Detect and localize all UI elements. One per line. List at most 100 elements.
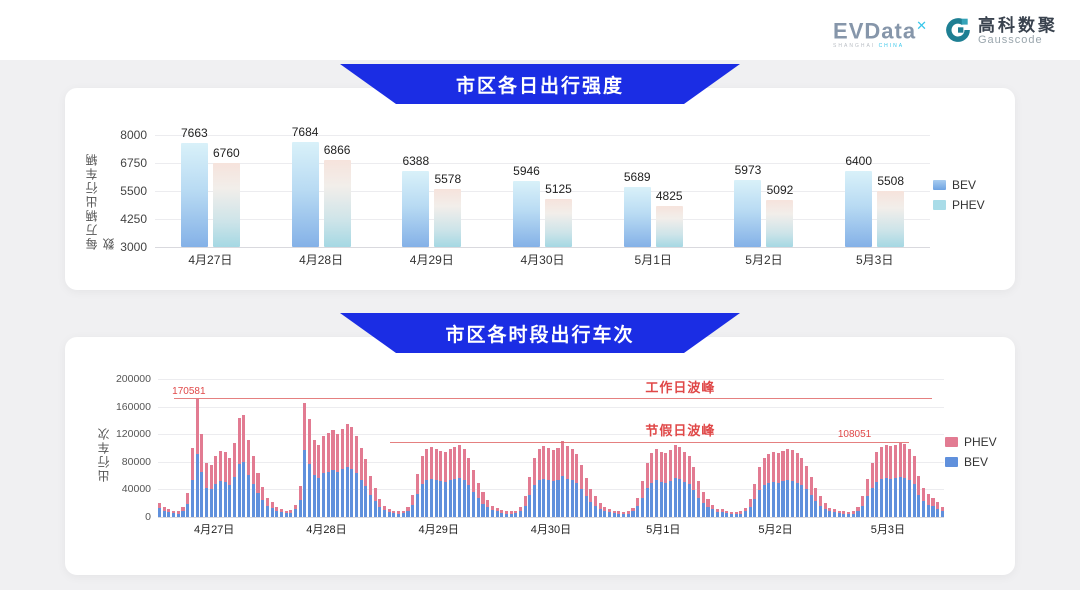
hourly-bar-bev-segment bbox=[893, 478, 898, 517]
hourly-bar-bev-segment bbox=[186, 503, 190, 517]
hourly-bar-phev-segment bbox=[870, 463, 874, 488]
evdata-x-icon: ✕ bbox=[916, 18, 928, 33]
hourly-bar bbox=[542, 445, 546, 517]
hourly-bar-bev-segment bbox=[439, 481, 443, 517]
hourly-bar-bev-segment bbox=[167, 512, 171, 517]
hourly-bar bbox=[322, 435, 326, 517]
hourly-bar bbox=[847, 512, 851, 517]
hourly-bar-bev-segment bbox=[772, 481, 776, 517]
hourly-bar-phev-segment bbox=[659, 451, 663, 482]
hourly-bar-bev-segment bbox=[851, 513, 855, 517]
daily-x-axis-labels: 4月27日 4月28日 4月29日 4月30日 5月1日 5月2日 5月3日 bbox=[155, 251, 930, 268]
hourly-bar-bev-segment bbox=[645, 488, 649, 517]
hourly-bar bbox=[734, 512, 738, 517]
hourly-bar bbox=[893, 444, 898, 517]
hourly-bar bbox=[776, 452, 780, 517]
daily-bar-value: 5125 bbox=[545, 182, 572, 197]
hourly-bar-bev-segment bbox=[158, 508, 162, 517]
daily-plot-area: 3000 4250 5500 6750 8000 7663 6760 7684 6866 6388… bbox=[120, 125, 930, 254]
hourly-bar bbox=[551, 450, 555, 517]
hourly-bar-phev-segment bbox=[683, 451, 687, 482]
hourly-bar-phev-segment bbox=[204, 463, 208, 488]
hourly-bar bbox=[490, 506, 494, 517]
legend-item-phev[interactable]: PHEV bbox=[933, 198, 985, 212]
hourly-bar-bev-segment bbox=[275, 510, 279, 517]
phev-swatch-icon bbox=[933, 200, 946, 210]
hourly-bar-phev-segment bbox=[875, 451, 879, 482]
hourly-bar-phev-segment bbox=[884, 445, 888, 479]
hourly-bar-phev-segment bbox=[490, 506, 494, 511]
hourly-bar-phev-segment bbox=[429, 447, 433, 480]
hourly-bar-phev-segment bbox=[326, 432, 330, 472]
hourly-bar-bev-segment bbox=[561, 475, 565, 517]
hourly-bar-phev-segment bbox=[936, 501, 940, 509]
legend-item-bev[interactable]: BEV bbox=[945, 455, 997, 469]
hourly-bar bbox=[190, 448, 194, 517]
hourly-bar-phev-segment bbox=[622, 512, 626, 514]
hourly-bar bbox=[504, 511, 508, 517]
legend-item-bev[interactable]: BEV bbox=[933, 178, 985, 192]
hourly-bar bbox=[786, 448, 790, 517]
hourly-bar bbox=[922, 488, 926, 517]
daily-bar-value: 5092 bbox=[766, 183, 794, 198]
daily-x-label: 4月30日 bbox=[520, 253, 565, 267]
hourly-bar bbox=[429, 447, 433, 517]
hourly-bar bbox=[533, 458, 537, 517]
hourly-bar bbox=[279, 509, 283, 517]
holiday-peak-label: 节假日波峰 bbox=[645, 423, 716, 438]
hourly-bar bbox=[387, 509, 391, 517]
hourly-bar-phev-segment bbox=[186, 492, 190, 504]
hourly-bar-bev-segment bbox=[486, 507, 490, 517]
hourly-bar bbox=[804, 465, 808, 517]
hourly-bar-phev-segment bbox=[425, 449, 429, 481]
hourly-bar-phev-segment bbox=[584, 477, 588, 496]
hourly-bar-phev-segment bbox=[537, 448, 541, 481]
hourly-bar-bev-segment bbox=[340, 469, 344, 517]
hourly-bar-phev-segment bbox=[397, 511, 401, 514]
hourly-bar-phev-segment bbox=[795, 452, 799, 483]
hourly-bar bbox=[668, 450, 673, 517]
hourly-x-label: 5月1日 bbox=[646, 524, 681, 536]
hourly-bar-bev-segment bbox=[926, 504, 930, 517]
daily-group-5月3日: 6400 5508 bbox=[819, 135, 930, 247]
hourly-bar-phev-segment bbox=[378, 499, 382, 507]
hourly-bar-phev-segment bbox=[303, 403, 307, 451]
hourly-gridline bbox=[158, 434, 944, 436]
daily-bar-phev: 5092 bbox=[766, 183, 794, 247]
daily-bar-bev: 5689 bbox=[623, 170, 651, 247]
hourly-bar-phev-segment bbox=[626, 511, 630, 514]
hourly-bar-phev-segment bbox=[415, 474, 419, 494]
hourly-bar bbox=[664, 452, 668, 517]
hourly-bar bbox=[856, 507, 860, 517]
hourly-bar bbox=[523, 496, 527, 517]
hourly-bar-phev-segment bbox=[317, 444, 321, 478]
hourly-bar-phev-segment bbox=[467, 457, 471, 485]
hourly-bar-bev-segment bbox=[861, 505, 865, 517]
hourly-bar-phev-segment bbox=[814, 488, 818, 502]
hourly-bar bbox=[392, 510, 396, 517]
hourly-bar-bev-segment bbox=[289, 512, 293, 517]
hourly-bar-phev-segment bbox=[533, 458, 537, 486]
hourly-bar-bev-segment bbox=[359, 479, 363, 517]
hourly-bar-phev-segment bbox=[308, 419, 312, 464]
hourly-bar-phev-segment bbox=[528, 477, 532, 496]
hourly-bar-phev-segment bbox=[711, 504, 715, 510]
hourly-bar-bev-segment bbox=[434, 480, 438, 517]
hourly-bar-phev-segment bbox=[612, 510, 616, 514]
hourly-bar bbox=[795, 452, 799, 517]
hourly-bar-phev-segment bbox=[912, 456, 916, 485]
hourly-x-label: 4月28日 bbox=[306, 524, 347, 536]
hourly-bar bbox=[828, 508, 832, 517]
hourly-bar bbox=[908, 449, 912, 517]
hourly-plot-area: 工作日波峰 节假日波峰 170581 108051 0 40000 80000 120… bbox=[116, 373, 944, 523]
hourly-bar-bev-segment bbox=[378, 506, 382, 517]
hourly-bar bbox=[842, 511, 846, 517]
daily-y-tick-label: 8000 bbox=[120, 128, 147, 142]
hourly-bar-phev-segment bbox=[458, 444, 462, 478]
hourly-bar-bev-segment bbox=[898, 477, 902, 517]
hourly-bar-phev-segment bbox=[908, 449, 912, 481]
hourly-bar bbox=[275, 506, 279, 517]
hourly-bar-phev-segment bbox=[856, 507, 860, 511]
legend-item-phev[interactable]: PHEV bbox=[945, 435, 997, 449]
gausscode-en-name: Gausscode bbox=[978, 33, 1043, 46]
